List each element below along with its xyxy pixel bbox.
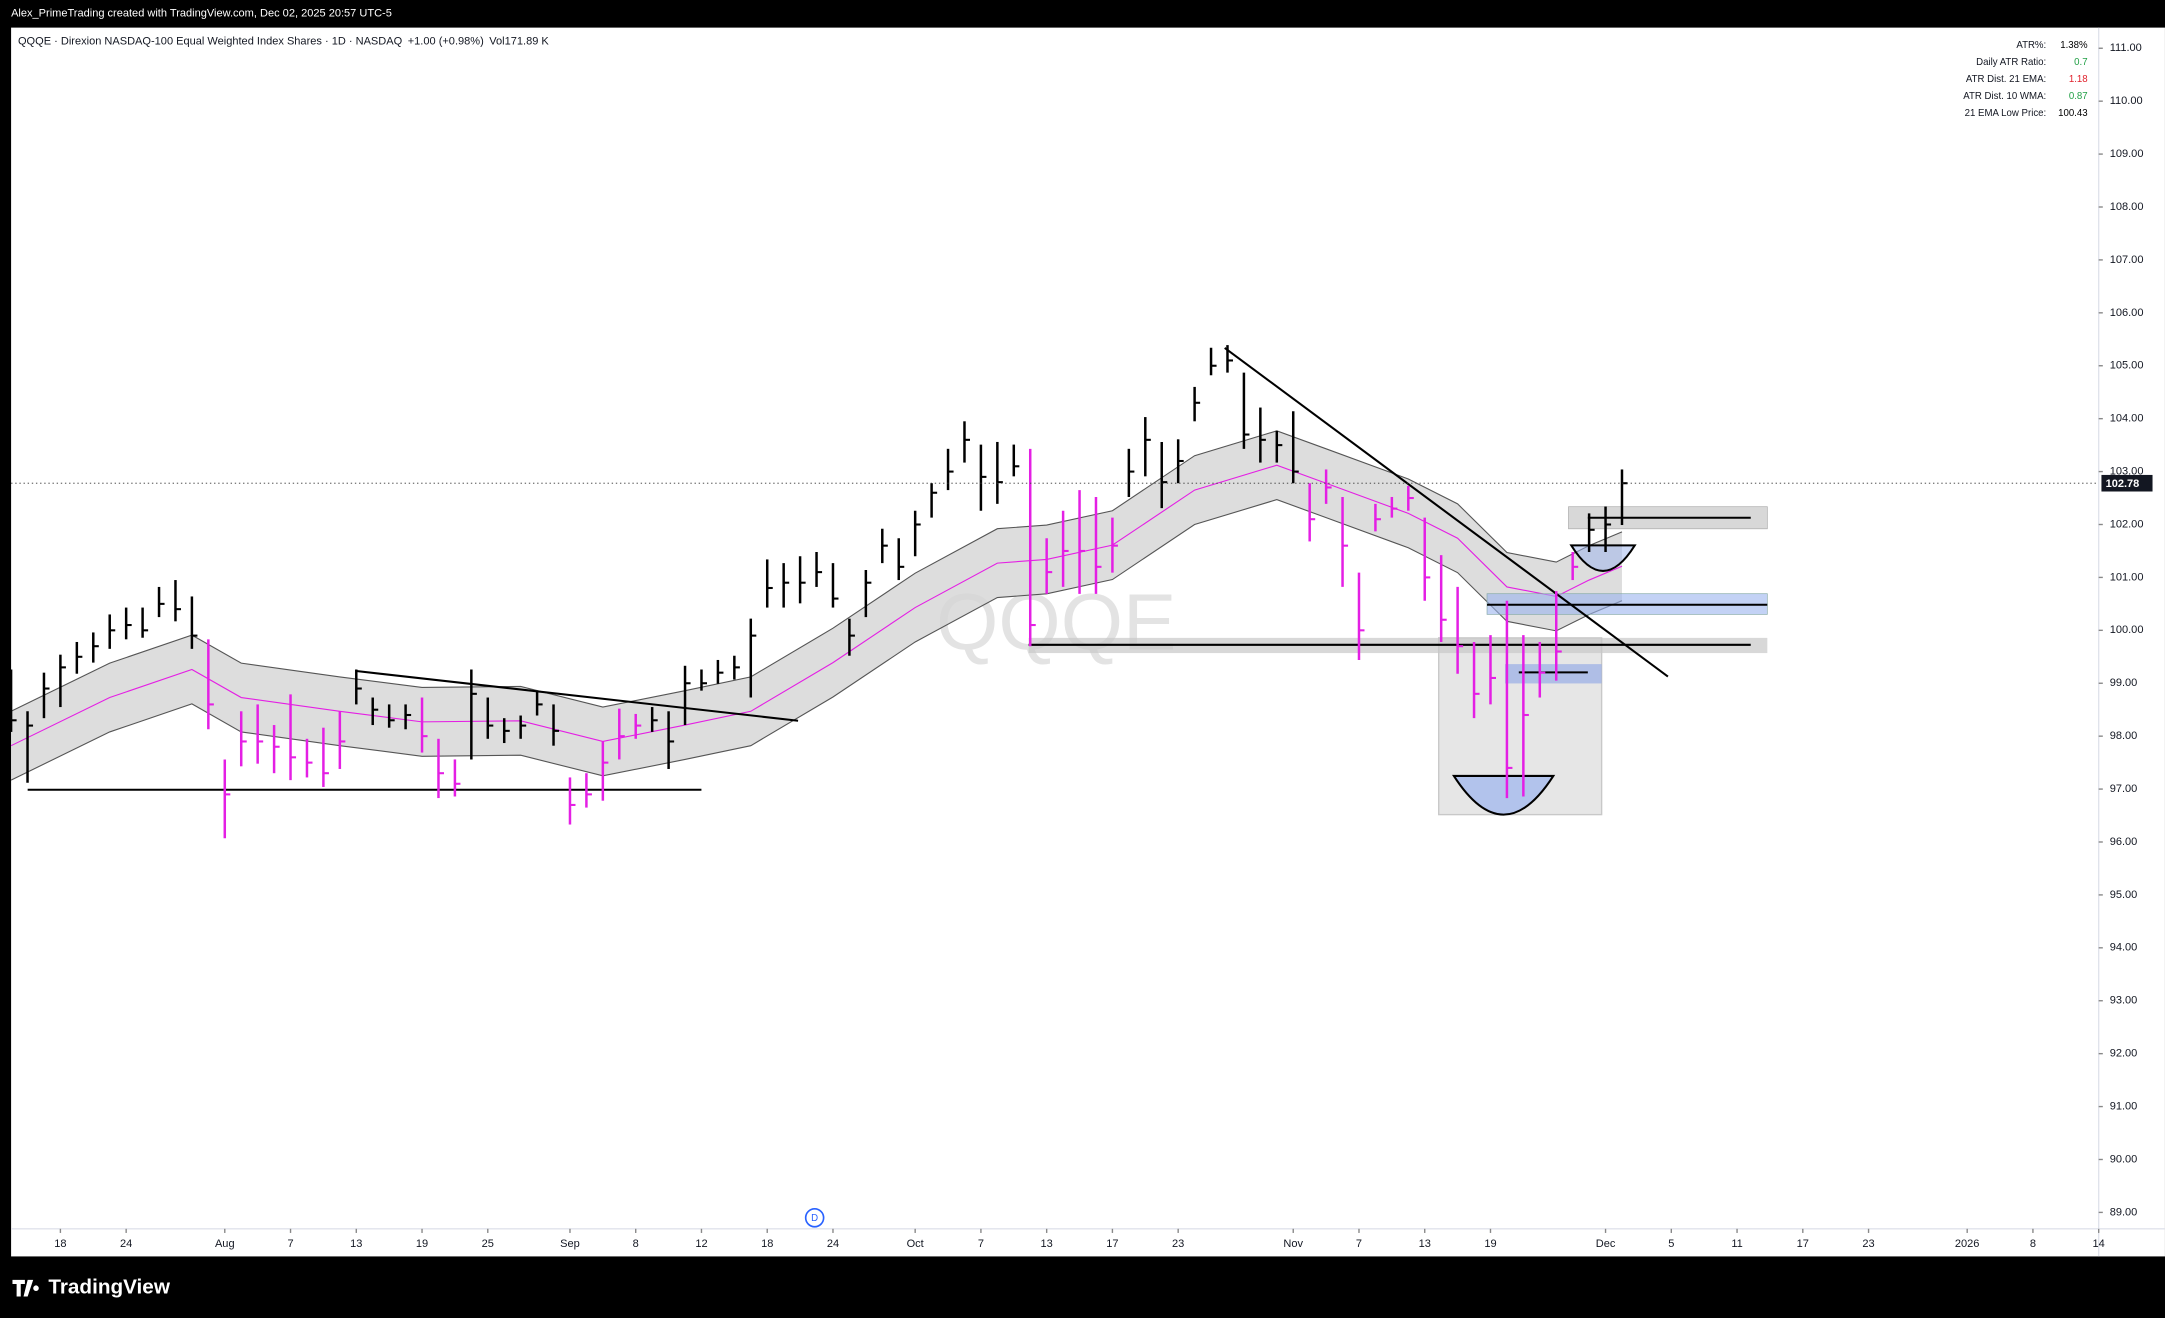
x-tick-label: 19 (1484, 1238, 1496, 1250)
x-tick-label: 23 (1172, 1238, 1184, 1250)
x-tick-label: Oct (907, 1238, 924, 1250)
x-tick-label: 5 (1668, 1238, 1674, 1250)
y-tick-label: 95.00 (2110, 889, 2138, 901)
y-tick-label: 106.00 (2110, 307, 2144, 319)
x-tick-label: 11 (1731, 1238, 1742, 1250)
zone-box (1504, 664, 1602, 684)
indicator-value: 100.43 (2058, 108, 2088, 119)
y-tick-label: 103.00 (2110, 466, 2144, 478)
y-tick-label: 111.00 (2110, 42, 2142, 54)
y-tick-label: 104.00 (2110, 413, 2144, 425)
x-tick-label: 2026 (1955, 1238, 1980, 1250)
y-tick-label: 105.00 (2110, 360, 2144, 372)
x-tick-label: 13 (350, 1238, 362, 1250)
x-tick-label: 13 (1041, 1238, 1053, 1250)
axes: 111.00 110.00 109.00 108.00 107.00 106.00 105.… (11, 42, 2153, 1250)
y-tick-label: 97.00 (2110, 783, 2138, 795)
y-tick-label: 99.00 (2110, 677, 2138, 689)
dividend-label[interactable]: D (811, 1213, 818, 1224)
dividend-marker[interactable] (804, 1207, 825, 1228)
indicator-label: ATR%: (2016, 40, 2046, 51)
y-tick-label: 92.00 (2110, 1048, 2138, 1060)
x-tick-label: 8 (2030, 1238, 2036, 1250)
cup-arc (1569, 544, 1637, 572)
ema-line (10, 464, 1623, 747)
cup-arc (1452, 774, 1556, 816)
y-tick-label: 107.00 (2110, 254, 2144, 266)
y-tick-label: 90.00 (2110, 1153, 2138, 1165)
y-tick-label: 101.00 (2110, 571, 2144, 583)
last-price-label: 102.78 (2106, 478, 2140, 490)
x-tick-label: Sep (560, 1238, 580, 1250)
y-tick-label: 108.00 (2110, 201, 2144, 213)
indicator-table: ATR%: 1.38% Daily ATR Ratio: 0.7 ATR Dist. 2… (1963, 40, 2088, 119)
x-tick-label: 25 (482, 1238, 494, 1250)
x-tick-label: 18 (54, 1238, 66, 1250)
change: +1.00 (+0.98%) (408, 35, 484, 47)
logo-icon (12, 1279, 39, 1297)
y-tick-label: 96.00 (2110, 836, 2138, 848)
x-tick-label: 12 (695, 1238, 707, 1250)
brand-name: TradingView (48, 1276, 170, 1299)
indicator-label: ATR Dist. 10 WMA: (1963, 91, 2046, 102)
x-tick-label: 23 (1862, 1238, 1874, 1250)
indicator-label: 21 EMA Low Price: (1965, 108, 2047, 119)
x-tick-label: 18 (761, 1238, 773, 1250)
last-price-box (2101, 474, 2153, 492)
y-tick-label: 98.00 (2110, 730, 2138, 742)
x-tick-label: 14 (2093, 1238, 2105, 1250)
y-tick-label: 91.00 (2110, 1100, 2138, 1112)
symbol-line: QQQE · Direxion NASDAQ-100 Equal Weighte… (18, 35, 403, 47)
ema-line (10, 430, 1623, 712)
x-tick-label: 17 (1797, 1238, 1809, 1250)
x-tick-label: 19 (416, 1238, 428, 1250)
y-tick-label: 94.00 (2110, 942, 2138, 954)
y-tick-label: 89.00 (2110, 1206, 2138, 1218)
symbol-header: QQQE · Direxion NASDAQ-100 Equal Weighte… (18, 35, 549, 47)
indicator-label: Daily ATR Ratio: (1976, 57, 2046, 68)
x-tick-label: 7 (287, 1238, 293, 1250)
x-tick-label: 7 (978, 1238, 984, 1250)
trend-line (1224, 347, 1669, 678)
x-tick-label: 13 (1419, 1238, 1431, 1250)
x-tick-label: 24 (827, 1238, 839, 1250)
indicator-value: 0.87 (2069, 91, 2088, 102)
brand-logo: TradingView (12, 1276, 171, 1299)
x-tick-label: 7 (1356, 1238, 1362, 1250)
x-tick-label: Dec (1596, 1238, 1616, 1250)
x-tick-label: 8 (633, 1238, 639, 1250)
credit: Alex_PrimeTrading created with TradingVi… (11, 8, 392, 20)
price-bars (9, 345, 1628, 839)
y-tick-label: 93.00 (2110, 995, 2138, 1007)
y-tick-label: 100.00 (2110, 624, 2144, 636)
trend-line (356, 669, 799, 722)
y-tick-label: 102.00 (2110, 518, 2144, 530)
indicator-value: 1.38% (2060, 40, 2088, 51)
indicator-value: 1.18 (2069, 74, 2088, 85)
x-tick-label: Aug (215, 1238, 235, 1250)
y-tick-label: 109.00 (2110, 148, 2144, 160)
indicator-value: 0.7 (2074, 57, 2087, 68)
y-tick-label: 110.00 (2110, 95, 2143, 107)
indicator-label: ATR Dist. 21 EMA: (1966, 74, 2046, 85)
x-tick-label: Nov (1283, 1238, 1303, 1250)
x-tick-label: 17 (1106, 1238, 1118, 1250)
x-tick-label: 24 (120, 1238, 132, 1250)
volume: Vol171.89 K (489, 35, 549, 47)
band-fill (11, 430, 1622, 781)
